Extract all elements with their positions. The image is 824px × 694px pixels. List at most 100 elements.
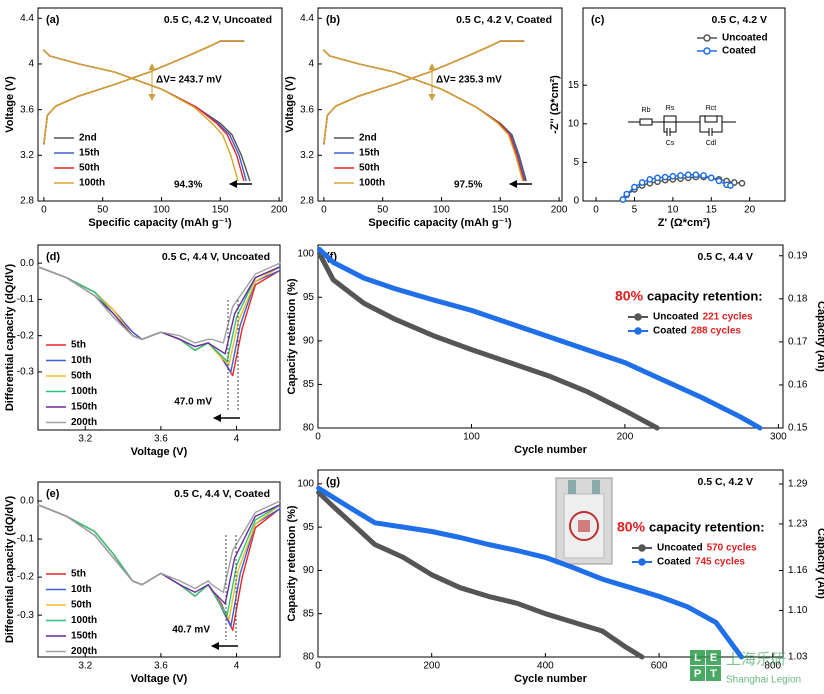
logo-cell [706, 650, 721, 665]
resistor [663, 115, 677, 123]
legend-note: 288 cycles [691, 326, 741, 337]
legend-label: 50th [359, 163, 380, 174]
plot-frame [37, 244, 281, 431]
x-axis-label: Voltage (V) [131, 446, 188, 458]
y-axis-label: Differential capacity (dQ/dV) [4, 264, 16, 412]
legend-label: 100th [359, 178, 385, 189]
series-line [323, 40, 525, 182]
panel-title: 0.5 C, 4.4 V, Uncoated [162, 251, 270, 263]
annotation: ΔV= 235.3 mV [436, 75, 502, 86]
y-axis-label: Voltage (V) [4, 76, 16, 133]
y-tick-label: 90 [303, 565, 315, 576]
panel-label: (c) [591, 14, 605, 26]
marker [738, 179, 746, 187]
y-tick-label: 95 [303, 292, 315, 303]
y-tick-label: -0.1 [17, 534, 35, 545]
x-tick-label: 10 [667, 205, 679, 216]
logo-cell [690, 666, 705, 681]
battery-photo [555, 477, 613, 565]
circuit-label: Rs [666, 105, 675, 112]
y-tick-label: 100 [297, 248, 314, 259]
legend-label: 200th [71, 646, 97, 657]
legend-label: 5th [71, 340, 86, 351]
panel-title: 0.5 C, 4.2 V [712, 14, 767, 26]
legend-label: Coated [722, 46, 756, 57]
x-axis-label: Specific capacity (mAh g⁻¹) [368, 217, 512, 229]
marker [646, 176, 654, 183]
y2-tick-label: 1.23 [788, 519, 808, 530]
x-tick-label: 600 [651, 661, 668, 672]
y-tick-label: 4 [308, 59, 314, 70]
y-tick-label: 10 [568, 118, 580, 129]
x-tick-label: 150 [492, 205, 509, 216]
x-tick-label: 3.2 [78, 434, 92, 445]
panel-label: (b) [326, 14, 340, 26]
marker [684, 171, 692, 179]
x-axis-label: Voltage (V) [131, 673, 188, 685]
plot-frame [317, 244, 784, 429]
legend-note: 570 cycles [707, 543, 757, 554]
marker [631, 183, 638, 191]
circuit-label: Cs [666, 140, 675, 147]
plot-frame [317, 7, 563, 202]
circuit-label: Rct [706, 105, 717, 112]
y-tick-label: 80 [303, 423, 315, 434]
legend-note: 221 cycles [703, 312, 753, 323]
series-line [43, 40, 251, 182]
plot-frame [37, 481, 281, 658]
circuit-label: Cdl [706, 140, 717, 147]
y2-axis-label: Capacity (Ah) [815, 301, 824, 372]
legend-marker [634, 313, 642, 321]
y-tick-label: 3.6 [20, 104, 34, 115]
y-tick-label: -0.1 [17, 294, 35, 305]
x-tick-label: 3.2 [78, 661, 92, 672]
x-axis-label: Z' (Ω*cm²) [658, 217, 711, 229]
x-tick-label: 0 [321, 205, 327, 216]
x-tick-label: 0 [593, 205, 599, 216]
y-tick-label: 5 [573, 157, 579, 168]
series-line [317, 251, 660, 431]
marker [669, 172, 677, 180]
x-tick-label: 200 [551, 205, 568, 216]
plot-frame [582, 7, 786, 202]
y2-tick-label: 0.15 [788, 423, 808, 434]
y2-tick-label: 1.10 [788, 605, 808, 616]
y-tick-label: 0.0 [20, 496, 34, 507]
y-tick-label: 4 [28, 59, 34, 70]
series-line [43, 40, 245, 182]
panel-title: 0.5 C, 4.2 V, Uncoated [164, 14, 272, 26]
marker [700, 172, 707, 179]
x-tick-label: 50 [97, 205, 109, 216]
x-tick-label: 3.6 [154, 661, 168, 672]
panel-label: (e) [46, 488, 60, 500]
y2-tick-label: 0.16 [788, 380, 808, 391]
series-line [37, 500, 281, 593]
x-axis-label: Cycle number [514, 444, 587, 456]
legend-label: Uncoated [722, 33, 768, 44]
y-tick-label: -0.3 [17, 610, 35, 621]
retention-highlight: 80% [615, 288, 644, 304]
logo-letter: L [694, 652, 701, 664]
y-axis-label: Capacity retention (%) [286, 278, 298, 394]
marker [619, 196, 627, 203]
legend-note: 745 cycles [695, 557, 745, 568]
circuit-label: Rb [642, 107, 651, 114]
y-tick-label: -0.3 [17, 367, 35, 378]
y-tick-label: -0.2 [17, 572, 35, 583]
marker [638, 179, 646, 186]
x-tick-label: 150 [212, 205, 229, 216]
watermark: Shanghai Legion [726, 675, 801, 686]
x-tick-label: 0 [41, 205, 47, 216]
x-tick-label: 5 [632, 205, 638, 216]
legend-label: 2nd [359, 133, 377, 144]
x-tick-label: 400 [537, 661, 554, 672]
panel-label: (d) [46, 251, 60, 263]
y-tick-label: 4.4 [300, 13, 314, 24]
annotation: ΔV= 243.7 mV [156, 75, 222, 86]
logo-letter: P [694, 668, 701, 680]
marker [727, 182, 734, 189]
y2-tick-label: 1.03 [788, 652, 808, 663]
annotation: 97.5% [454, 180, 482, 191]
y-tick-label: 95 [303, 522, 315, 533]
